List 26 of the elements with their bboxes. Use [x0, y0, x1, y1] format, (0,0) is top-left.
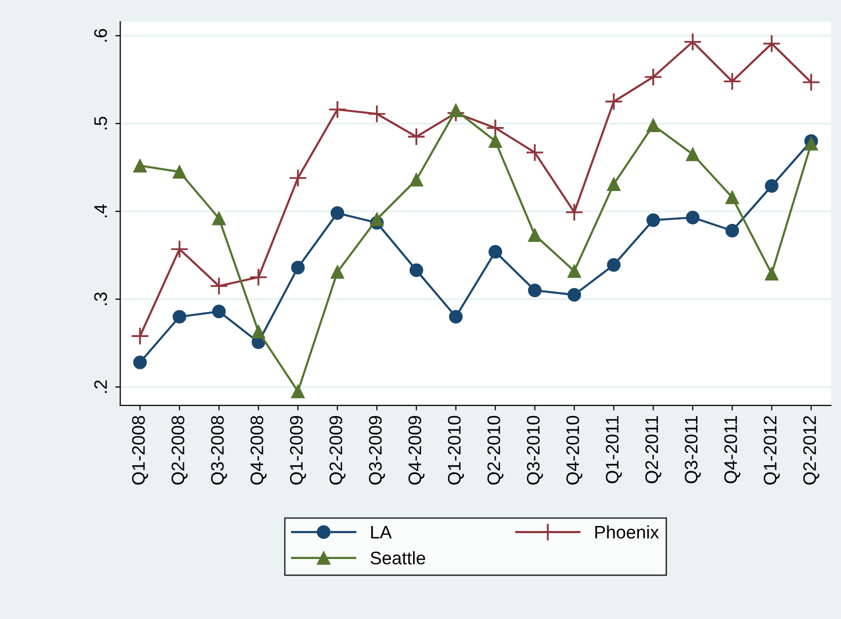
x-tick-label: Q1-2009	[290, 416, 306, 485]
x-tick-label: Q4-2008	[250, 416, 267, 485]
y-tick-label: .4	[94, 204, 107, 218]
x-tick-label: Q3-2011	[684, 416, 701, 484]
x-tick-label: Q1-2011	[606, 416, 622, 484]
y-tick-label: .5	[94, 116, 107, 130]
x-tick-label: Q1-2012	[764, 416, 780, 485]
x-tick-label: Q1-2008	[132, 416, 148, 485]
y-tick-label: .2	[94, 380, 107, 393]
x-tick-label: Q2-2010	[487, 416, 504, 485]
y-tick-label: .6	[94, 28, 107, 42]
x-tick-label: Q4-2009	[408, 416, 424, 485]
x-tick-label: Q1-2010	[448, 416, 464, 485]
x-tick-label: Q4-2010	[566, 416, 582, 485]
x-tick-label: Q2-2012	[803, 416, 820, 485]
legend-label: LA	[371, 526, 392, 538]
x-tick-label: Q2-2011	[645, 416, 662, 484]
legend-label: Seattle	[370, 551, 426, 564]
y-tick-label: .3	[94, 292, 107, 306]
legend-label: Phoenix	[595, 525, 659, 539]
x-tick-label: Q4-2011	[724, 416, 740, 484]
x-tick-label: Q2-2008	[172, 416, 188, 485]
x-tick-label: Q3-2009	[368, 416, 385, 485]
x-tick-label: Q3-2008	[211, 416, 228, 485]
x-tick-label: Q3-2010	[526, 416, 543, 485]
x-tick-label: Q2-2009	[329, 416, 346, 485]
